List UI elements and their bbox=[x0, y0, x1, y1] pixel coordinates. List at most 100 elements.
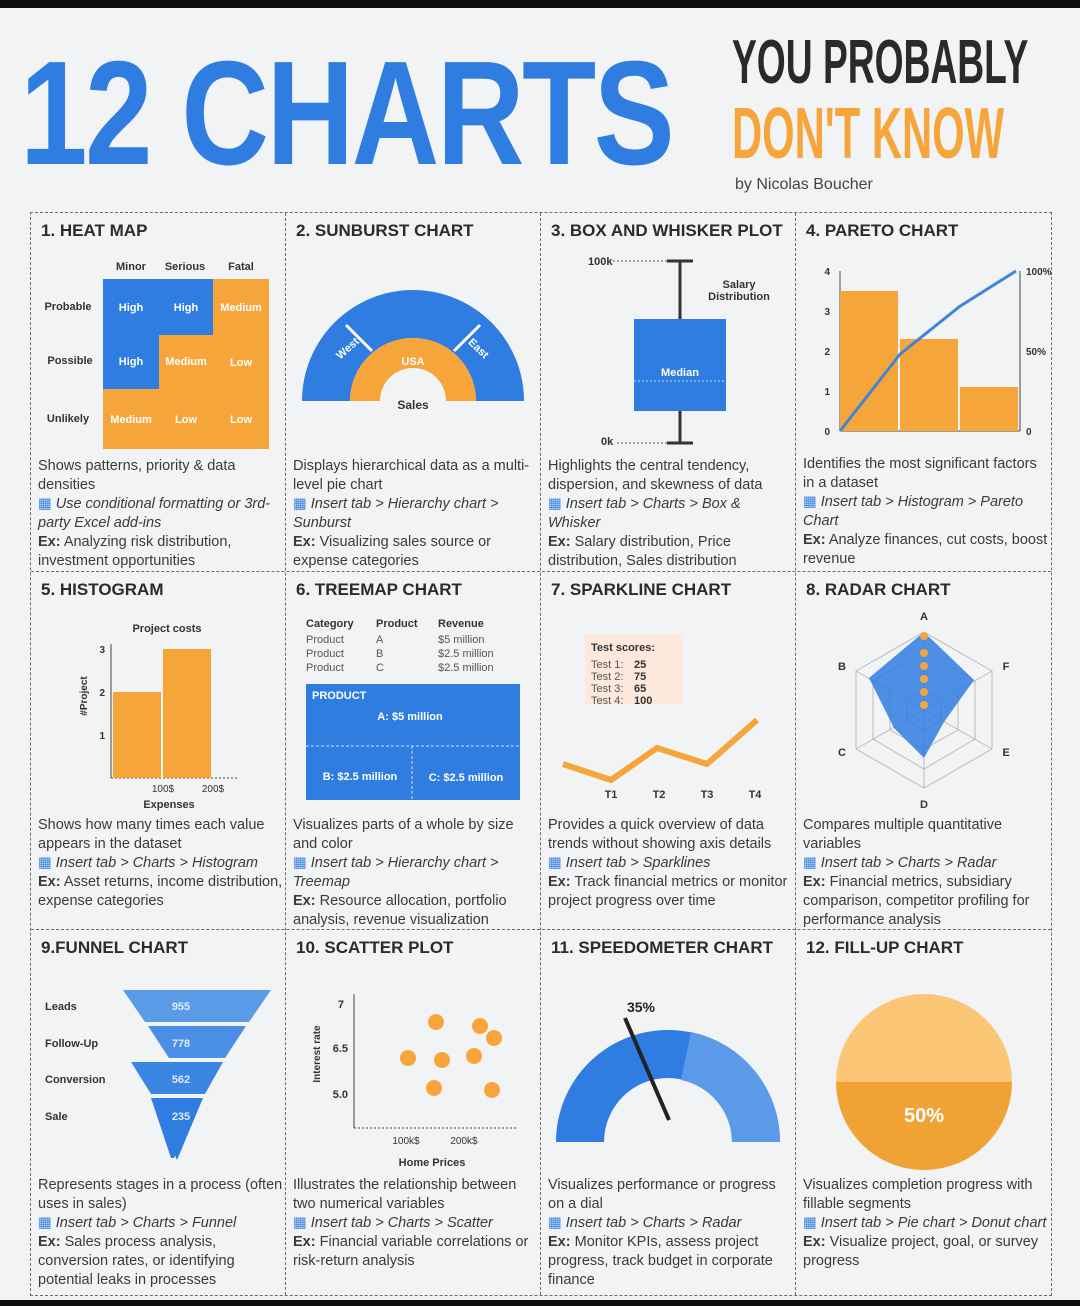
radar-axis-label: A bbox=[920, 611, 928, 623]
how-to-tip: ▦ Insert tab > Charts > Radar bbox=[803, 855, 996, 871]
sparkline-test-value: 100 bbox=[634, 695, 652, 707]
example-text: Resource allocation, portfolio analysis,… bbox=[293, 893, 507, 928]
scatter-x-label: Home Prices bbox=[399, 1157, 466, 1169]
example-label: Ex: bbox=[38, 1234, 61, 1250]
pareto-left-tick: 4 bbox=[824, 267, 830, 278]
card-description: Visualizes parts of a whole by size and … bbox=[293, 816, 539, 930]
example: Ex: Analyze finances, cut costs, boost r… bbox=[803, 531, 1049, 569]
excel-chart-icon: ▦ bbox=[803, 494, 821, 510]
funnel-stage-value: 562 bbox=[172, 1074, 190, 1086]
scatter-y-tick: 6.5 bbox=[333, 1043, 348, 1055]
card-description: Visualizes completion progress with fill… bbox=[803, 1176, 1049, 1271]
heatmap-cell-label: High bbox=[174, 302, 199, 314]
scatter-chart: Interest rate 7 6.5 5.0 100k$ 200k$ Home… bbox=[312, 994, 516, 1169]
description-text: Provides a quick overview of data trends… bbox=[548, 817, 772, 852]
treemap-block-b: B: $2.5 million bbox=[323, 771, 398, 783]
funnel-stage-value: 955 bbox=[172, 1001, 190, 1013]
treemap-table-cell: B bbox=[376, 648, 383, 660]
example-text: Track financial metrics or monitor proje… bbox=[548, 874, 788, 909]
subtitle-line-1: YOU PROBABLY bbox=[732, 28, 1029, 97]
heatmap-row-label: Possible bbox=[47, 355, 92, 367]
funnel-stage-label: Conversion bbox=[45, 1074, 106, 1086]
radar-chart: A F E D C B bbox=[838, 611, 1010, 811]
tip-text: Insert tab > Hierarchy chart > Sunburst bbox=[293, 496, 499, 531]
histogram-y-label: #Project bbox=[79, 676, 90, 716]
card-fill-up: 12. FILL-UP CHART 50% Visualizes complet… bbox=[796, 930, 1050, 1294]
speedometer-chart: 35% bbox=[556, 999, 781, 1142]
scatter-points bbox=[400, 1014, 502, 1098]
excel-chart-icon: ▦ bbox=[548, 1215, 566, 1231]
treemap-table-header: Revenue bbox=[438, 618, 484, 630]
pareto-left-tick: 3 bbox=[824, 307, 830, 318]
how-to-tip: ▦ Insert tab > Charts > Box & Whisker bbox=[548, 496, 741, 531]
card-histogram: 5. HISTOGRAM Project costs #Project Expe… bbox=[31, 572, 285, 929]
sunburst-divider bbox=[452, 323, 482, 353]
card-description: Shows patterns, priority & data densitie… bbox=[38, 457, 284, 571]
radar-axis-label: F bbox=[1003, 661, 1010, 673]
example-text: Monitor KPIs, assess project progress, t… bbox=[548, 1234, 773, 1288]
example-text: Financial variable correlations or risk-… bbox=[293, 1234, 529, 1269]
description-text: Identifies the most significant factors … bbox=[803, 456, 1037, 491]
card-description: Compares multiple quantitative variables… bbox=[803, 816, 1049, 930]
excel-chart-icon: ▦ bbox=[548, 855, 566, 871]
tip-text: Insert tab > Sparklines bbox=[565, 855, 711, 871]
card-description: Provides a quick overview of data trends… bbox=[548, 816, 794, 911]
tip-text: Use conditional formatting or 3rd-party … bbox=[38, 496, 271, 531]
histogram-y-tick: 2 bbox=[99, 688, 105, 699]
pareto-left-tick: 0 bbox=[824, 427, 830, 438]
sparkline-x-label: T1 bbox=[605, 789, 618, 801]
card-title: 11. SPEEDOMETER CHART bbox=[551, 938, 773, 957]
funnel-chart: Leads Follow-Up Conversion Sale 955 778 … bbox=[45, 990, 271, 1160]
example-text: Analyzing risk distribution, investment … bbox=[38, 534, 232, 569]
how-to-tip: ▦ Insert tab > Charts > Radar bbox=[548, 1215, 741, 1231]
histogram-x-tick: 200$ bbox=[202, 784, 225, 795]
description-text: Visualizes performance or progress on a … bbox=[548, 1177, 776, 1212]
sparkline-test-label: Test 1: bbox=[591, 659, 623, 671]
card-speedometer: 11. SPEEDOMETER CHART 35% Visualizes per… bbox=[541, 930, 795, 1294]
card-sparkline: 7. SPARKLINE CHART Test scores: Test 1: … bbox=[541, 572, 795, 929]
tip-text: Insert tab > Charts > Funnel bbox=[55, 1215, 237, 1231]
histogram-chart: Project costs #Project Expenses 1 2 3 100$ 2… bbox=[79, 623, 237, 811]
box-whisker-chart: 100k 0k Median Salary Distribution bbox=[588, 256, 770, 448]
card-pareto: 4. PARETO CHART 0 1 2 3 4 0 50% 100% Identifies… bbox=[796, 213, 1052, 571]
card-description: Displays hierarchical data as a multi-le… bbox=[293, 457, 539, 571]
radar-axis-label: B bbox=[838, 661, 846, 673]
grid-divider bbox=[31, 929, 1051, 930]
pareto-chart: 0 1 2 3 4 0 50% 100% bbox=[824, 267, 1051, 438]
histogram-y-tick: 1 bbox=[99, 731, 105, 742]
scatter-x-tick: 100k$ bbox=[392, 1136, 420, 1147]
treemap-table-cell: $2.5 million bbox=[438, 648, 494, 660]
pareto-right-tick: 50% bbox=[1026, 347, 1046, 358]
card-title: 7. SPARKLINE CHART bbox=[551, 580, 732, 599]
heatmap-cell-label: Medium bbox=[165, 356, 207, 368]
radar-axis-label: E bbox=[1002, 747, 1009, 759]
sparkline-test-label: Test 4: bbox=[591, 695, 623, 707]
tip-text: Insert tab > Charts > Box & Whisker bbox=[548, 496, 741, 531]
description-text: Shows patterns, priority & data densitie… bbox=[38, 458, 236, 493]
treemap-table-cell: $5 million bbox=[438, 634, 484, 646]
scatter-y-label: Interest rate bbox=[312, 1025, 323, 1083]
treemap-table-cell: Product bbox=[306, 662, 344, 674]
scatter-x-tick: 200k$ bbox=[450, 1136, 478, 1147]
tip-text: Insert tab > Charts > Histogram bbox=[55, 855, 259, 871]
speedometer-value: 35% bbox=[627, 999, 656, 1015]
sparkline-test-value: 65 bbox=[634, 683, 646, 695]
example: Ex: Analyzing risk distribution, investm… bbox=[38, 533, 284, 571]
example-label: Ex: bbox=[293, 534, 316, 550]
treemap-table-header: Product bbox=[376, 618, 418, 630]
heatmap-col-label: Fatal bbox=[228, 261, 254, 273]
sparkline-x-label: T3 bbox=[701, 789, 714, 801]
card-scatter: 10. SCATTER PLOT Interest rate 7 6.5 5.0… bbox=[286, 930, 540, 1294]
heatmap-cell bbox=[103, 389, 159, 449]
grid-divider bbox=[31, 571, 1051, 572]
example-label: Ex: bbox=[293, 893, 316, 909]
funnel-stage-value: 778 bbox=[172, 1038, 190, 1050]
card-description: Illustrates the relationship between two… bbox=[293, 1176, 539, 1271]
description-text: Highlights the central tendency, dispers… bbox=[548, 458, 763, 493]
heatmap-cell-label: High bbox=[119, 356, 144, 368]
how-to-tip: ▦ Insert tab > Pie chart > Donut chart bbox=[803, 1215, 1046, 1231]
card-title: 3. BOX AND WHISKER PLOT bbox=[551, 221, 783, 240]
card-title: 5. HISTOGRAM bbox=[41, 580, 164, 599]
example: Ex: Sales process analysis, conversion r… bbox=[38, 1233, 284, 1290]
example-label: Ex: bbox=[803, 874, 826, 890]
